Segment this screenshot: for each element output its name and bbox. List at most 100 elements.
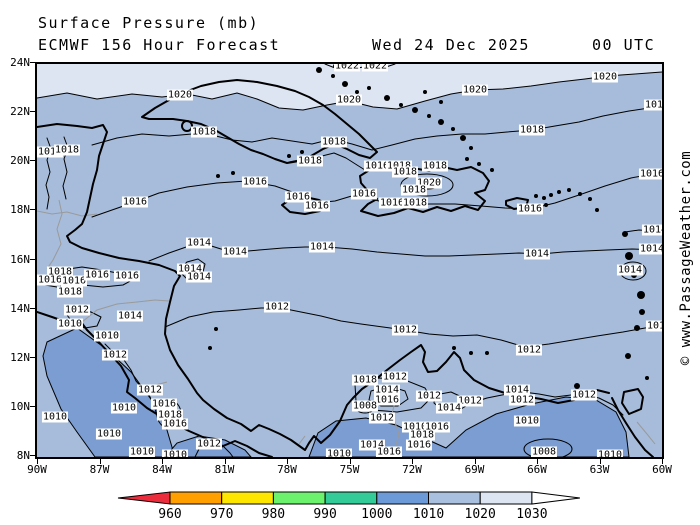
isobar-value-label: 1010	[325, 448, 353, 459]
isobar-value-label: 1016	[363, 160, 391, 172]
axis-label-lon: 87W	[89, 463, 110, 476]
colorbar-left-arrow	[117, 491, 171, 505]
isobar-value-label: 1020	[461, 84, 489, 96]
isobar-value-label: 1018	[401, 197, 429, 209]
isobar-value-label: 1014	[221, 246, 249, 258]
axis-label-lon: 81W	[214, 463, 235, 476]
isobar-value-label: 1012	[515, 344, 543, 356]
isobar-value-label: 1012	[570, 389, 598, 401]
isobar-value-label: 1016	[638, 168, 664, 180]
axis-tick-lat	[30, 258, 35, 260]
pressure-colorbar: 960 970 980 990 1000 1010 1020 1030	[117, 491, 580, 522]
isobar-value-label: 1018	[46, 266, 74, 278]
isobar-value-label: 1018	[320, 136, 348, 148]
isobar-value-label: 1014	[616, 264, 644, 276]
isobar-value-label: 1018	[391, 166, 419, 178]
isobar-value-label: 1016	[373, 394, 401, 406]
axis-tick-lon	[537, 459, 538, 464]
map-plot: 1022102210201020102010201018101810181016…	[35, 62, 664, 459]
isobar-value-label: 1016	[60, 275, 88, 287]
isobar-value-label: 1020	[166, 89, 194, 101]
isobar-value-label: 1010	[110, 402, 138, 414]
axis-tick-lon	[412, 459, 413, 464]
colorbar-tick-label: 1000	[361, 507, 392, 522]
isobar-value-label: 1018	[351, 374, 379, 386]
colorbar-tick-label: 1020	[465, 507, 496, 522]
isobar-value-label: 1018	[190, 126, 218, 138]
isobar-value-label: 1020	[335, 94, 363, 106]
axis-label-lon: 63W	[589, 463, 610, 476]
isobar-value-label: 1010	[93, 330, 121, 342]
isobar-value-label: 1014	[373, 384, 401, 396]
map-canvas	[37, 64, 662, 457]
axis-tick-lon	[162, 459, 163, 464]
isobar-value-label: 1012	[63, 304, 91, 316]
axis-label-lon: 69W	[464, 463, 485, 476]
isobar-value-label: 1016	[121, 196, 149, 208]
isobar-value-label: 1016	[423, 421, 451, 433]
axis-tick-lon	[37, 459, 38, 464]
isobar-value-label: 1016	[113, 270, 141, 282]
isobar-value-label: 1018	[518, 124, 546, 136]
axis-label-lat: 14N	[10, 301, 30, 315]
colorbar-tick-label: 990	[313, 507, 336, 522]
isobar-value-label: 1016	[241, 176, 269, 188]
coast-pacific	[37, 311, 273, 457]
isobar-value-label: 1010	[128, 446, 156, 458]
colorbar-segment	[272, 491, 326, 505]
isobar-value-label: 1014	[185, 271, 213, 283]
axis-label-lat: 20N	[10, 154, 30, 168]
isobar-value-label: 1016	[161, 418, 189, 430]
axis-tick-lat	[30, 160, 35, 162]
colorbar-segment	[376, 491, 429, 505]
coast-trinidad	[621, 388, 644, 415]
axis-tick-lat	[30, 405, 35, 407]
axis-tick-lat	[30, 111, 35, 113]
isobar-value-label: 1014	[641, 224, 662, 236]
colorbar-segment	[428, 491, 481, 505]
isobar-value-label: 1016	[37, 274, 64, 286]
isobar-value-label: 1018	[56, 286, 84, 298]
coast-isla-juventud	[181, 120, 193, 132]
isobar-value-label: 1012	[381, 371, 409, 383]
isobar-value-label: 1016	[83, 269, 111, 281]
isobar-value-label: 1014	[116, 310, 144, 322]
isobar-value-label: 1008	[530, 446, 558, 458]
isobar-value-label: 1018	[296, 155, 324, 167]
axis-label-lon: 84W	[152, 463, 172, 476]
forecast-date: Wed 24 Dec 2025	[372, 36, 530, 54]
isobar-value-label: 1014	[638, 243, 664, 255]
isobar-value-label: 1018	[408, 429, 436, 441]
axis-label-lon: 60W	[652, 463, 672, 476]
isobar-value-label: 1012	[645, 320, 662, 332]
isobar-value-label: 1018	[53, 144, 81, 156]
colorbar-tick-label: 980	[262, 507, 285, 522]
isobar-value-label: 1012	[195, 438, 223, 450]
axis-label-lon: 66W	[527, 463, 547, 476]
small-islands	[208, 64, 649, 389]
isobar-value-label: 1012	[368, 412, 396, 424]
isobar-value-label: 1016	[378, 197, 406, 209]
colorbar-cells	[117, 491, 580, 505]
isobar-value-label: 1018	[400, 184, 428, 196]
isobar-value-label: 1012	[263, 301, 291, 313]
colorbar-tick-labels: 960 970 980 990 1000 1010 1020 1030	[158, 507, 547, 522]
isobar-value-label: 1012	[391, 324, 419, 336]
axis-tick-lon	[662, 459, 663, 464]
colorbar-segment	[169, 491, 223, 505]
isobar-value-label: 1010	[513, 415, 541, 427]
isobar-value-label: 1016	[303, 200, 331, 212]
colorbar-right-arrow	[531, 491, 580, 505]
isobar-value-label: 1014	[523, 248, 551, 260]
axis-label-lat: 16N	[10, 252, 30, 266]
isobar-value-label: 1010	[41, 411, 69, 423]
colorbar-tick-label: 970	[210, 507, 233, 522]
isobar-value-label: 1020	[415, 177, 443, 189]
isobar-value-label: 1016	[284, 191, 312, 203]
isobar-value-label: 1022	[361, 62, 389, 72]
colorbar-segment	[221, 491, 274, 505]
isobar-value-label: 1012	[456, 395, 484, 407]
coast-yucatan-caribbean	[37, 123, 610, 451]
isobar-value-label: 1010	[56, 318, 84, 330]
axis-tick-lon	[99, 459, 101, 464]
